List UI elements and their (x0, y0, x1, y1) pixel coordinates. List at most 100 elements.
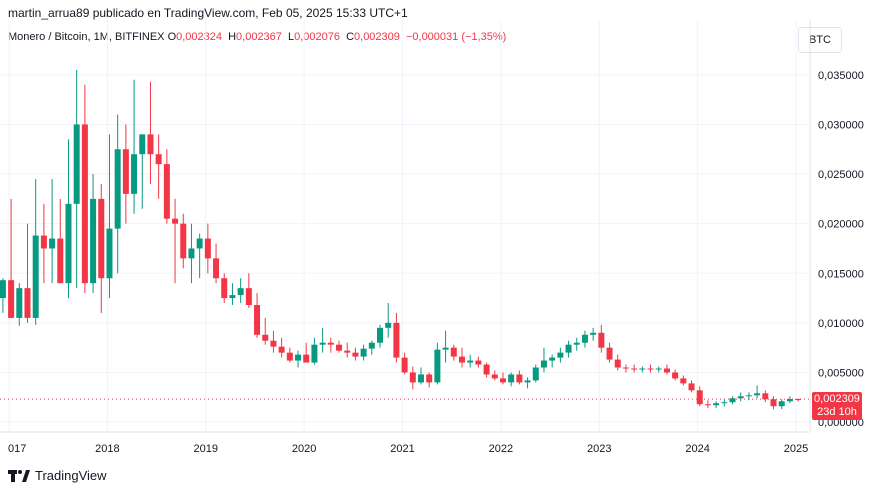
time-tick-label: 2022 (489, 443, 513, 455)
price-tick-label: 0,005000 (818, 367, 864, 379)
candle-body (352, 352, 359, 357)
close-label: C (346, 31, 355, 43)
candle-body (680, 378, 687, 384)
candle-body (614, 359, 621, 368)
candle-body (590, 332, 597, 335)
candle-body (491, 374, 498, 379)
candle-body (16, 288, 23, 318)
candle-body (549, 357, 556, 361)
candle-body (565, 344, 572, 353)
candle-body (655, 368, 662, 370)
candle-body (319, 342, 326, 345)
candle-body (581, 334, 588, 343)
candle-body (401, 357, 408, 373)
candle-body (467, 360, 474, 363)
candle-body (721, 402, 728, 404)
open-value: 0,002324 (176, 31, 223, 43)
time-tick-label: 017 (8, 443, 26, 455)
candle-body (434, 349, 441, 383)
candle-body (672, 372, 679, 379)
candle-body (32, 235, 39, 318)
candle-body (540, 360, 547, 368)
candle-body (639, 368, 646, 370)
candle-body (172, 218, 179, 224)
low-label: L (287, 31, 295, 43)
candle-body (393, 322, 400, 358)
candle-body (278, 346, 285, 353)
candle-body (180, 223, 187, 259)
candle-body (713, 403, 720, 406)
price-tick-label: 0,015000 (818, 268, 864, 280)
candle-body (532, 367, 539, 381)
candle-body (0, 280, 6, 299)
candle-body (196, 238, 203, 249)
candle-body (360, 348, 367, 357)
candle-body (704, 404, 711, 406)
symbol-name[interactable]: Monero / Bitcoin, 1M, BITFINEX (8, 31, 165, 43)
price-tick-label: 0,020000 (818, 219, 864, 231)
candle-body (516, 374, 523, 383)
candle-body (450, 347, 457, 357)
candle-body (499, 378, 506, 383)
candle-body (286, 352, 293, 361)
candle-body (344, 350, 351, 353)
candle-body (426, 374, 433, 383)
candle-body (229, 295, 236, 299)
low-value: 0,002076 (294, 31, 340, 43)
candle-body (754, 393, 761, 396)
candle-body (65, 203, 72, 284)
candle-body (8, 280, 15, 318)
time-axis: 017 2018 2019 2020 2021 2022 2023 2024 2025 (0, 431, 810, 455)
candle-body (737, 396, 744, 399)
candle-body (770, 399, 777, 407)
candle-body (483, 364, 490, 375)
change-value: −0,000031 (−1,35%) (405, 31, 507, 43)
candle-body (622, 367, 629, 369)
close-value: 0,002309 (354, 31, 400, 43)
candle-body (163, 164, 170, 219)
tradingview-logo-icon (8, 469, 30, 482)
candle-body (647, 368, 654, 370)
candle-body (24, 288, 31, 318)
time-tick-label: 2023 (587, 443, 611, 455)
candle-body (245, 288, 252, 306)
candle-body (303, 354, 310, 363)
price-tick-label: 0,025000 (818, 169, 864, 181)
price-tick-label: 0,035000 (818, 70, 864, 82)
tradingview-footer[interactable]: TradingView (8, 468, 107, 483)
tradingview-brand: TradingView (35, 468, 107, 483)
last-price-value: 0,002309 (814, 393, 860, 406)
candle-body (40, 235, 47, 249)
candle-body (524, 380, 531, 383)
candle-body (417, 374, 424, 383)
candle-body (385, 322, 392, 328)
candle-body (696, 390, 703, 405)
grid-lines (0, 20, 810, 432)
candle-body (262, 334, 269, 341)
candle-body (786, 399, 793, 402)
candle-body (762, 393, 769, 400)
candle-body (139, 134, 146, 155)
candle-body (606, 347, 613, 360)
candle-body (237, 288, 244, 296)
candle-body (147, 134, 154, 155)
time-tick-label: 2021 (390, 443, 414, 455)
candle-body (213, 258, 220, 279)
last-price-tag: 0,002309 23d 10h (812, 392, 862, 421)
candle-body (57, 238, 64, 284)
candle-body (409, 372, 416, 383)
candles (0, 69, 802, 410)
bar-countdown: 23d 10h (817, 406, 857, 419)
high-value: 0,002367 (236, 31, 282, 43)
candle-body (442, 347, 449, 350)
candle-body (188, 248, 195, 259)
high-label: H (228, 31, 237, 43)
currency-button[interactable]: BTC (798, 27, 842, 53)
candle-body (688, 383, 695, 391)
candle-body (631, 368, 638, 370)
candle-body (663, 368, 670, 373)
candle-body (745, 395, 752, 397)
candle-body (106, 228, 113, 279)
price-tick-label: 0,000000 (818, 417, 864, 429)
